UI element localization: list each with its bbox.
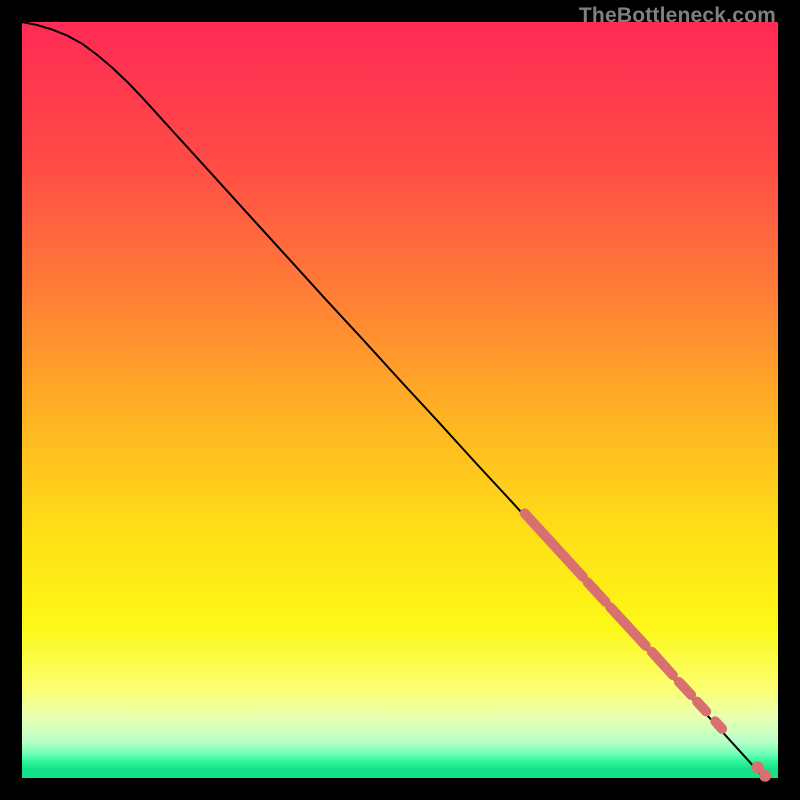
chart-container: TheBottleneck.com bbox=[0, 0, 800, 800]
marker-segment bbox=[697, 702, 706, 712]
marker-segment bbox=[715, 721, 722, 729]
chart-svg bbox=[0, 0, 800, 800]
marker-dot bbox=[759, 770, 771, 782]
